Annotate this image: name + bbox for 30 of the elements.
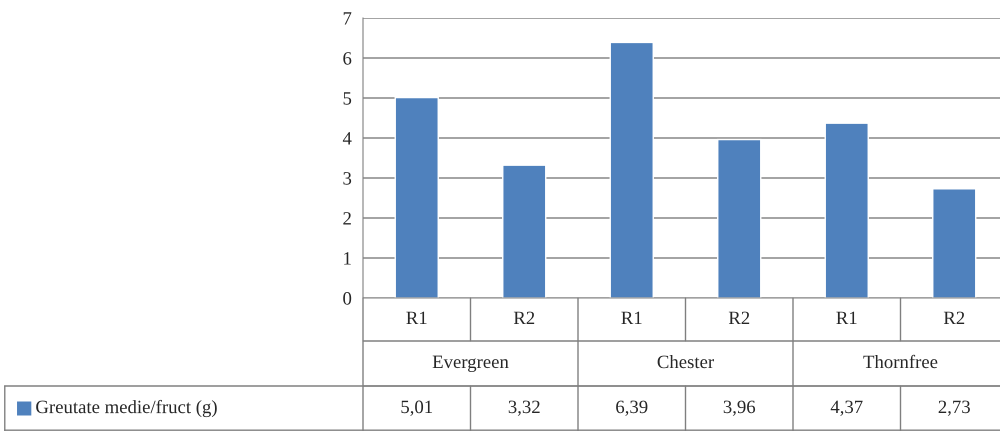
x-tick-label: R1 <box>836 312 857 324</box>
text: Evergreen <box>432 356 509 372</box>
y-tick-label: 5 <box>344 92 352 105</box>
x-tick-label: R1 <box>621 312 642 324</box>
x-tick-label: R2 <box>728 312 750 324</box>
x-tick-label: R2 <box>944 312 964 324</box>
data-label: 3,96 <box>724 400 756 416</box>
legend-label: Greutate medie/fruct (g) <box>36 400 217 418</box>
y-tick-label: 3 <box>343 172 352 185</box>
data-label: 4,37 <box>830 400 863 416</box>
bar <box>932 188 976 298</box>
bar <box>502 164 546 298</box>
data-label: 6,39 <box>616 400 648 416</box>
y-tick-label: 6 <box>343 52 352 65</box>
y-tick-label: 2 <box>343 212 351 225</box>
bar <box>717 138 762 298</box>
y-tick-label: 4 <box>342 132 352 145</box>
text: Chester <box>658 355 714 368</box>
y-tick-label: 7 <box>344 12 352 25</box>
text: Thornfree <box>863 354 938 368</box>
x-tick-label: R2 <box>514 312 534 324</box>
data-label: 2,73 <box>938 400 970 416</box>
bar <box>610 42 654 298</box>
bar <box>394 96 439 298</box>
data-label: 5,01 <box>401 400 432 416</box>
y-tick-label: 1 <box>344 252 351 265</box>
x-tick-label: R1 <box>406 312 427 324</box>
data-label: 3,32 <box>508 400 540 416</box>
bar <box>824 122 869 298</box>
y-tick-label: 0 <box>343 292 352 305</box>
